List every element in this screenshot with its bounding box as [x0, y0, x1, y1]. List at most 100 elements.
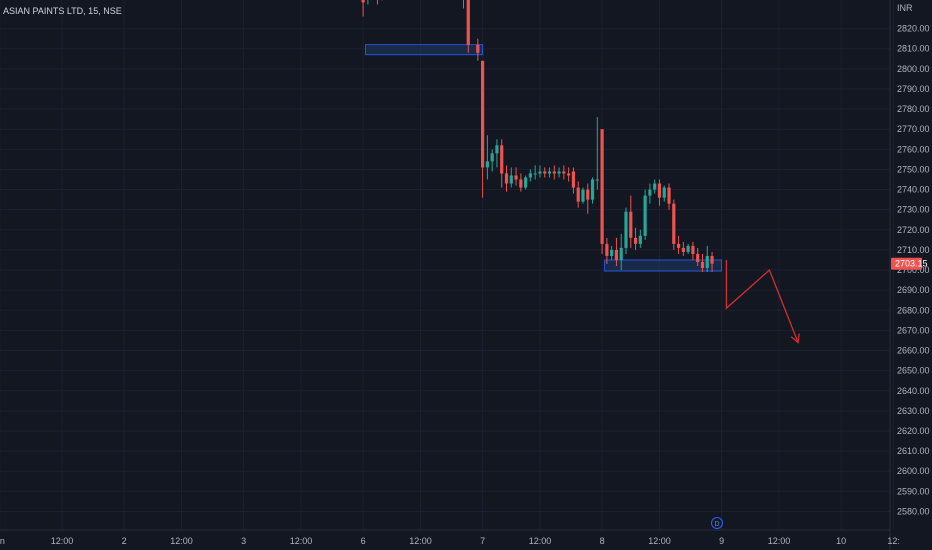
zones-layer: [365, 44, 722, 272]
candle-body: [686, 245, 690, 252]
price-tick-label: 2820.00: [897, 24, 930, 34]
candle-body: [495, 145, 499, 154]
candle-body: [543, 171, 547, 174]
candle: [528, 169, 532, 182]
candle-body: [681, 247, 685, 252]
candle-body: [547, 171, 552, 174]
candle-body: [567, 173, 571, 176]
candle: [543, 167, 547, 178]
candle: [581, 187, 585, 204]
candle: [514, 167, 518, 186]
candle: [619, 233, 623, 271]
price-tick-label: 2610.00: [897, 446, 930, 456]
price-axis[interactable]: 2820.00 2810.00 2800.00 2790.00 2780.00 2770.…: [897, 24, 930, 517]
price-tick-label: 2580.00: [897, 506, 930, 516]
price-tick-label: 2770.00: [897, 124, 930, 134]
candle: [657, 179, 662, 206]
time-tick-label: un: [0, 536, 5, 546]
candle-body: [657, 183, 662, 198]
candle-body: [610, 249, 614, 256]
candle: [361, 0, 365, 17]
day-marker[interactable]: D: [711, 517, 723, 529]
candle-body: [590, 179, 595, 200]
candle: [605, 237, 609, 265]
candle-body: [672, 203, 676, 244]
candle: [643, 189, 647, 240]
candle-body: [571, 171, 576, 188]
resistance-zone[interactable]: [365, 44, 483, 56]
candle-body: [696, 253, 700, 262]
candle-body: [552, 171, 556, 174]
candle-body: [514, 175, 518, 180]
time-tick-label: 2: [122, 536, 127, 546]
candle: [509, 167, 513, 188]
price-tick-label: 2600.00: [897, 466, 930, 476]
last-price-tag: 2703.15: [891, 257, 928, 270]
time-tick-label: 12:00: [51, 536, 74, 546]
candle: [552, 165, 556, 180]
support-zone[interactable]: [604, 259, 722, 272]
candle-body: [481, 60, 485, 168]
price-tick-label: 2630.00: [897, 406, 930, 416]
price-tick-label: 2700.00: [897, 265, 930, 275]
candle-body: [504, 173, 509, 184]
candle-body: [586, 189, 590, 200]
grid-lines: [0, 0, 895, 530]
time-tick-label: 7: [480, 536, 485, 546]
candle: [590, 177, 595, 204]
candle: [638, 229, 642, 248]
candle: [481, 60, 485, 198]
candle-body: [643, 195, 647, 236]
time-tick-label: 12:: [887, 536, 900, 546]
candle-body: [629, 211, 633, 238]
last-price-tag-value: 2703.15: [895, 259, 928, 269]
price-tick-label: 2810.00: [897, 44, 930, 54]
time-tick-label: 12:00: [648, 536, 671, 546]
candle-body: [624, 211, 628, 248]
candle: [524, 175, 528, 190]
candle-body: [619, 247, 623, 260]
time-tick-label: 12:00: [768, 536, 791, 546]
candle: [700, 253, 705, 273]
last-price-tag-background: [891, 257, 922, 270]
candle-body: [667, 187, 671, 204]
time-axis[interactable]: un 12:00 2 12:00 3 12:00 6 12:00 7 12:00 8 12:00 9 12…: [0, 536, 900, 546]
candle: [571, 167, 576, 194]
candles-layer: [361, 0, 714, 273]
projection-layer: [725, 259, 800, 344]
time-tick-label: 12:00: [290, 536, 313, 546]
candle: [633, 227, 638, 250]
price-tick-label: 2790.00: [897, 84, 930, 94]
day-marker-circle[interactable]: [711, 517, 723, 529]
candle: [533, 165, 537, 180]
candle-body: [500, 145, 504, 174]
time-tick-label: 3: [241, 536, 246, 546]
time-tick-label: 8: [600, 536, 605, 546]
candle: [490, 149, 494, 172]
candle: [519, 173, 523, 192]
candle-body: [648, 189, 652, 196]
candle-body: [705, 255, 709, 269]
candle: [466, 0, 470, 53]
time-tick-label: 10: [836, 536, 846, 546]
projection-path[interactable]: [725, 259, 799, 343]
candle-body: [509, 175, 513, 184]
candle-body: [490, 153, 494, 162]
symbol-legend[interactable]: ASIAN PAINTS LTD, 15, NSE: [3, 6, 122, 16]
time-tick-label: 9: [719, 536, 724, 546]
candle: [485, 135, 489, 180]
candle-body: [595, 179, 599, 181]
candle: [462, 0, 464, 9]
time-tick-label: 12:00: [529, 536, 552, 546]
candle-body: [710, 255, 714, 264]
price-tick-label: 2670.00: [897, 325, 930, 335]
candle: [576, 181, 580, 208]
candle-body: [485, 161, 489, 168]
day-marker-label: D: [714, 521, 719, 528]
candle: [557, 167, 561, 178]
candle-body: [700, 261, 705, 269]
candle-body: [662, 187, 666, 198]
candle: [648, 183, 652, 204]
candle: [614, 237, 619, 267]
